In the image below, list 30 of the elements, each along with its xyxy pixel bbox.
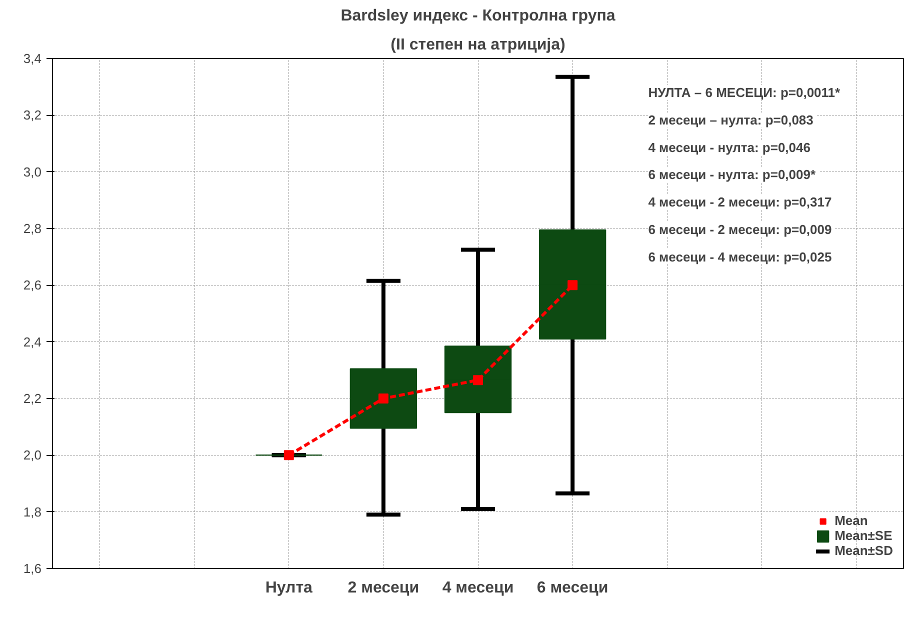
annotation: Mean±SD	[834, 543, 893, 558]
legend-label: Mean±SE	[834, 528, 892, 543]
y-tick-label: 1,6	[23, 561, 42, 576]
legend-label: Mean	[834, 513, 868, 528]
y-tick-label: 2,2	[23, 391, 42, 406]
point	[473, 375, 483, 386]
y-tick-label: 2,0	[23, 448, 42, 463]
x-tick-label: 4 месеци	[442, 580, 514, 596]
annotation: НУЛТА – 6 МЕСЕЦИ: p=0,0011*	[648, 85, 842, 100]
annotation: 6 месеци - 4 месеци: p=0,025	[648, 249, 832, 264]
annotation: 6 месеци - нулта: p=0,009*	[648, 167, 816, 182]
annotation: 2 месеци – нулта: p=0,083	[648, 112, 814, 128]
chart-subtitle: (II степен на атриција)	[390, 36, 566, 54]
y-tick-label: 1,8	[23, 504, 42, 520]
x-tick-label: 2 месеци	[348, 580, 420, 596]
x-tick-label: Нулта	[265, 580, 313, 596]
annotation: 6 месеци - 2 месеци: p=0,009	[648, 222, 832, 237]
annotation: 4 месеци - 2 месеци: p=0,317	[648, 194, 832, 210]
y-tick-label: 3,2	[23, 108, 42, 123]
y-tick-label: 2,6	[23, 278, 42, 293]
y-tick-label: 2,8	[23, 221, 42, 236]
y-tick-label: 2,4	[23, 334, 42, 350]
y-tick-label: 3,0	[23, 164, 42, 180]
point	[284, 450, 294, 460]
point	[568, 280, 578, 290]
chart-title: Bardsley индекс - Контролна група	[340, 8, 616, 24]
x-tick-label: 6 месеци	[536, 580, 608, 596]
point	[378, 394, 388, 404]
annotation: 4 месеци - нулта: p=0,046	[648, 140, 810, 155]
y-tick-label: 3,4	[23, 51, 42, 66]
